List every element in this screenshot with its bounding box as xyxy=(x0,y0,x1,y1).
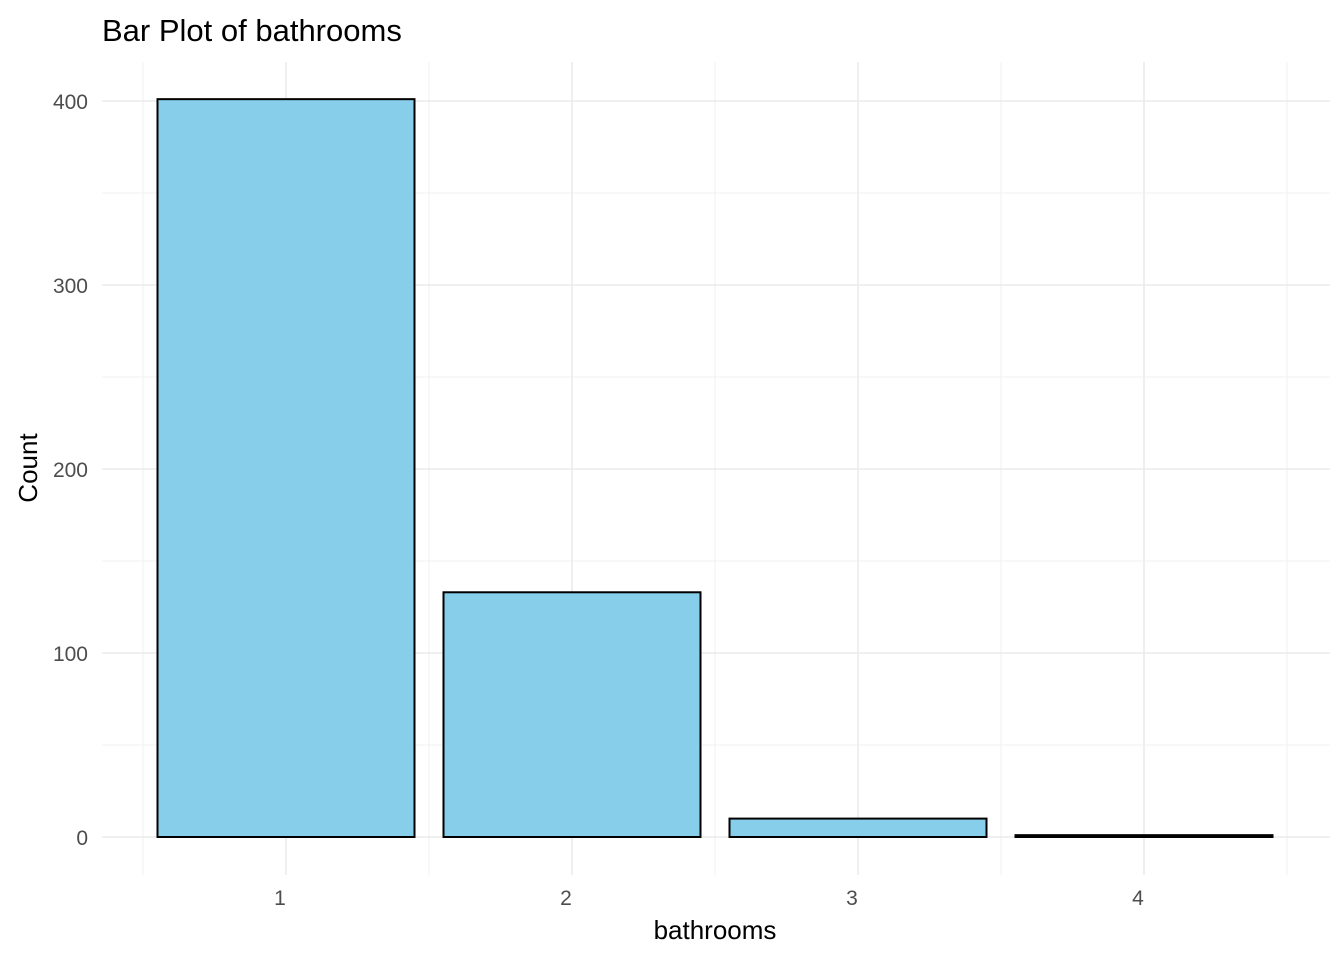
x-tick-label: 3 xyxy=(846,887,858,910)
y-tick-label: 200 xyxy=(53,459,88,482)
bars xyxy=(156,98,1274,839)
x-axis-ticks: 1 2 3 4 xyxy=(274,887,1144,910)
y-tick-label: 400 xyxy=(53,91,88,114)
x-tick-label: 2 xyxy=(560,887,572,910)
x-tick-label: 1 xyxy=(274,887,286,910)
y-axis-title: Count xyxy=(13,433,43,503)
y-tick-label: 100 xyxy=(53,643,88,666)
y-axis-ticks: 0 100 200 300 400 xyxy=(53,91,88,850)
x-tick-label: 4 xyxy=(1132,887,1144,910)
bar-4 xyxy=(1014,834,1274,838)
bar-1 xyxy=(156,98,416,839)
y-tick-label: 300 xyxy=(53,275,88,298)
y-tick-label: 0 xyxy=(76,827,88,850)
x-axis-title: bathrooms xyxy=(654,915,777,945)
bar-2 xyxy=(442,591,702,839)
bar-3 xyxy=(728,817,988,838)
chart-title: Bar Plot of bathrooms xyxy=(102,13,402,48)
